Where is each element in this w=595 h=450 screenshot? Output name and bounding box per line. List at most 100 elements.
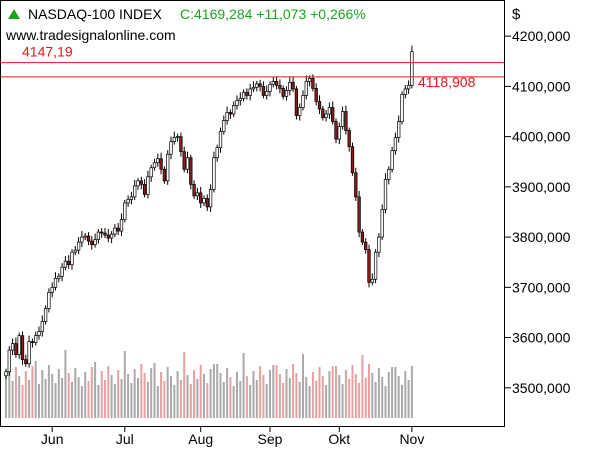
candle (248, 83, 252, 101)
candle (212, 151, 216, 193)
volume-bar (24, 371, 27, 418)
volume-bar (170, 376, 172, 418)
candle (390, 146, 394, 173)
volume-bar (18, 376, 21, 418)
volume-bar (176, 371, 179, 418)
candles (4, 45, 414, 379)
candle (179, 132, 183, 157)
currency-label: $ (512, 6, 521, 23)
candle (317, 95, 322, 115)
candle (281, 85, 285, 100)
volume-bar (259, 366, 262, 418)
volume-bar (252, 371, 255, 418)
volume-bar (84, 372, 87, 418)
volume-bar (28, 380, 31, 418)
volume-bar (143, 373, 146, 418)
candle (17, 332, 21, 359)
candle (40, 315, 44, 337)
volume-bar (196, 379, 199, 418)
candle (90, 236, 94, 250)
candle (30, 338, 35, 348)
volume-bar (384, 386, 387, 418)
candle (271, 77, 275, 88)
volume-bar (265, 384, 268, 418)
volume-bar (407, 380, 410, 418)
volume-bar (239, 381, 242, 418)
y-tick-label: 4100,000 (512, 78, 571, 94)
candle (265, 85, 269, 100)
volume-bar (318, 367, 321, 418)
candle (291, 76, 295, 92)
volume-bar (401, 385, 403, 418)
candle (347, 127, 351, 152)
volume-bar (391, 367, 394, 418)
y-axis: 3500,000 3600,000 3700,000 3800,000 3900,000… (505, 28, 571, 396)
y-tick-label: 3600,000 (512, 330, 571, 346)
volume-bar (38, 384, 40, 418)
volume-bar (193, 370, 196, 418)
volume-bar (97, 385, 100, 418)
volume-bar (100, 371, 103, 418)
x-tick-label: Aug (188, 431, 213, 447)
candle (83, 233, 87, 241)
volume-bar (61, 378, 64, 418)
candle (232, 101, 236, 118)
volume-bar (34, 361, 37, 418)
candle (123, 199, 127, 223)
volume-bar (328, 371, 331, 418)
candle (294, 85, 299, 120)
volume-bar (278, 374, 281, 418)
volume-bar (54, 383, 57, 418)
volume-bar (206, 383, 209, 418)
candle (37, 326, 41, 340)
candle (406, 80, 411, 94)
volume-bar (179, 380, 182, 418)
volume-bar (80, 386, 83, 418)
candle (324, 109, 328, 122)
candle (284, 86, 289, 101)
volume-bar (186, 375, 189, 418)
volume-bar (110, 375, 113, 418)
chart-stats: C:4169,284 +11,073 +0,266% (180, 6, 366, 22)
y-tick-label: 3900,000 (512, 179, 571, 195)
candle (96, 229, 101, 244)
volume-bar (57, 369, 60, 418)
candle (67, 255, 71, 269)
volume-bar (236, 372, 238, 418)
candle (235, 95, 239, 110)
volume-bar (44, 379, 47, 418)
candle (321, 105, 325, 121)
volume-bar (140, 364, 143, 418)
volume-bar (348, 379, 351, 418)
candle (93, 233, 97, 248)
volume-bar (338, 375, 341, 418)
volume-bar (21, 385, 24, 418)
volume-bar (232, 386, 235, 418)
candle (47, 288, 51, 313)
volume-bar (216, 364, 219, 418)
volume-bar (199, 365, 202, 418)
candle (14, 337, 18, 358)
volume-bar (47, 365, 50, 418)
candle (314, 83, 318, 106)
volume-bar (397, 376, 400, 418)
volume-bar (203, 374, 205, 418)
volume-bar (371, 373, 374, 418)
volume-bar (51, 374, 54, 418)
volume-bar (387, 372, 390, 418)
volume-bar (113, 384, 116, 418)
candle (218, 127, 223, 153)
candle (106, 229, 110, 243)
volume-bar (137, 378, 139, 418)
volume-bar (269, 370, 271, 418)
volume-bar (361, 355, 364, 418)
candle (146, 170, 150, 199)
volume-bar (229, 377, 232, 418)
candle (162, 166, 167, 184)
candle (136, 177, 140, 190)
volume-bar (77, 377, 80, 418)
candle (373, 249, 378, 284)
volume-bar (288, 378, 291, 418)
volume-bar (123, 351, 126, 418)
volume-bar (183, 352, 186, 418)
